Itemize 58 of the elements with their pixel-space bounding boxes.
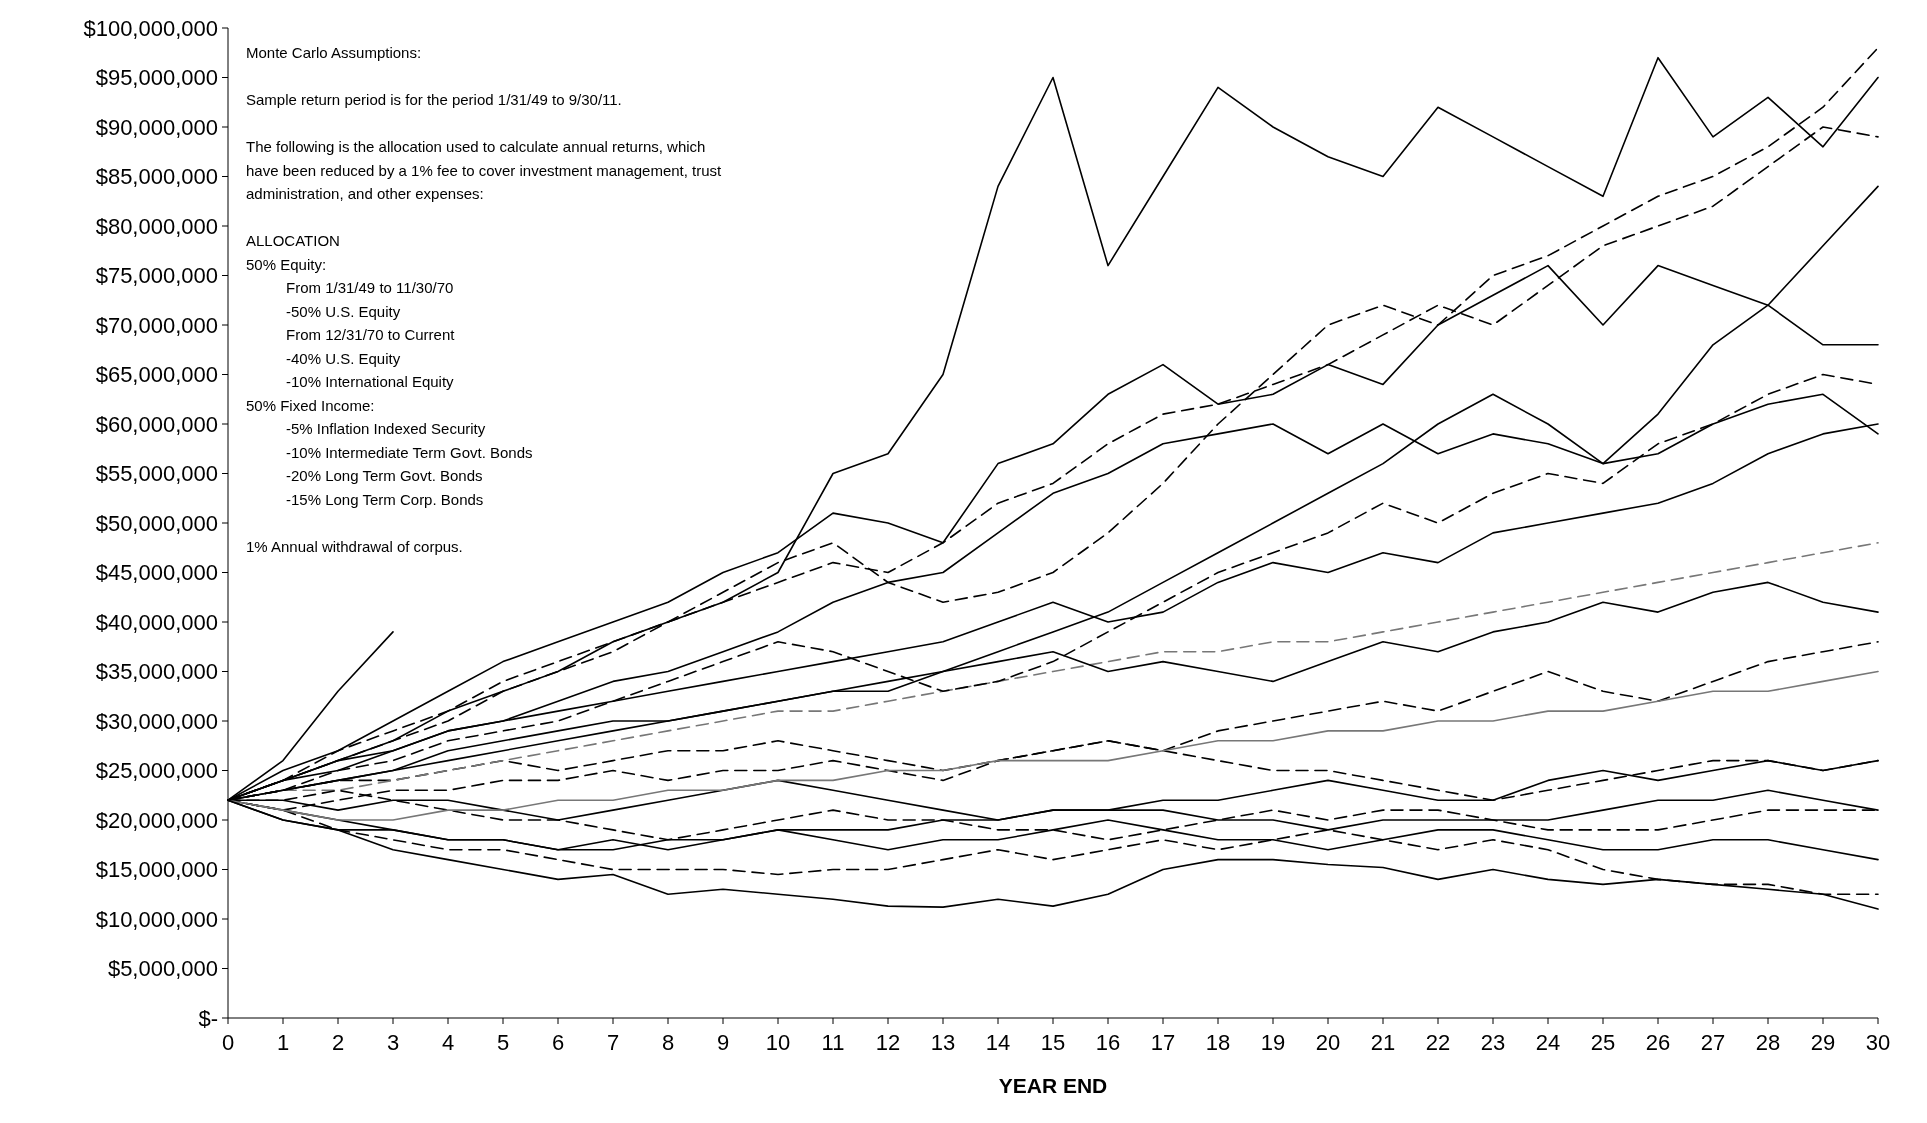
y-tick-label: $20,000,000 [95, 807, 218, 833]
y-tick-label: $80,000,000 [95, 213, 218, 239]
y-tick-label: $15,000,000 [95, 857, 218, 883]
y-tick-label: $60,000,000 [95, 411, 218, 437]
x-tick-label: 9 [716, 1030, 730, 1055]
x-tick-label: 18 [1205, 1030, 1231, 1055]
x-tick-label: 1 [276, 1030, 290, 1055]
x-tick-label: 7 [606, 1030, 620, 1055]
x-tick-label: 20 [1315, 1030, 1341, 1055]
text: ALLOCATION 50% Equity: From 1/31/49 to 11/30/70 -50% U.S. Equity From 12/31/70 to Current -40% U.S. Equity -10% International Equity 50% Fixed Income: -5% Inflation Indexed Security -10% Intermediate Term Govt. Bonds -20% Long Term Govt. Bonds -15% Long Term Corp. Bonds [246, 232, 533, 508]
y-tick-label: $50,000,000 [95, 510, 218, 536]
x-tick-label: 22 [1425, 1030, 1451, 1055]
y-tick-label: $5,000,000 [107, 956, 218, 982]
x-tick-label: 3 [386, 1030, 400, 1055]
y-tick-label: $95,000,000 [95, 65, 218, 91]
x-tick-label: 25 [1590, 1030, 1616, 1055]
y-tick-label: $85,000,000 [95, 164, 218, 190]
x-tick-label: 6 [551, 1030, 565, 1055]
y-tick-label: $30,000,000 [95, 708, 218, 734]
x-tick-label: 16 [1095, 1030, 1121, 1055]
x-tick-label: 5 [496, 1030, 510, 1055]
x-tick-label: 30 [1865, 1030, 1891, 1055]
x-tick-label: 11 [821, 1030, 845, 1055]
y-tick-label: $45,000,000 [95, 560, 218, 586]
annotation: Monte Carlo Assumptions: [246, 44, 422, 61]
x-tick-label: 13 [930, 1030, 956, 1055]
x-tick-label: 12 [875, 1030, 901, 1055]
y-tick-label: $90,000,000 [95, 114, 218, 140]
x-tick-label: 26 [1645, 1030, 1671, 1055]
x-tick-label: 17 [1150, 1030, 1176, 1055]
x-tick-label: 23 [1480, 1030, 1506, 1055]
x-tick-label: 21 [1370, 1030, 1396, 1055]
y-tick-label: $40,000,000 [95, 609, 218, 635]
x-tick-label: 15 [1040, 1030, 1066, 1055]
x-axis-title: YEAR END [998, 1074, 1108, 1097]
x-tick-label: 8 [661, 1030, 675, 1055]
y-tick-label: $70,000,000 [95, 312, 218, 338]
x-tick-label: 10 [765, 1030, 791, 1055]
x-tick-label: 14 [985, 1030, 1011, 1055]
y-tick-label: $25,000,000 [95, 758, 218, 784]
y-tick-label: $55,000,000 [95, 461, 218, 487]
x-tick-label: 29 [1810, 1030, 1836, 1055]
x-tick-label: 27 [1700, 1030, 1726, 1055]
x-tick-label: 2 [331, 1030, 345, 1055]
y-tick-label: $100,000,000 [83, 15, 218, 41]
y-tick-label: $35,000,000 [95, 659, 218, 685]
y-tick-label: $75,000,000 [95, 263, 218, 289]
x-tick-label: 24 [1535, 1030, 1561, 1055]
y-tick-label: $65,000,000 [95, 362, 218, 388]
annotation: 1% Annual withdrawal of corpus. [246, 537, 463, 555]
annotation: Sample return period is for the period 1/31/49 to 9/30/11. [246, 91, 622, 108]
y-tick-label: $- [198, 1005, 218, 1031]
annotation: The following is the allocation used to calculate annual returns, which have been reduced by a 1% fee to cover investment management, trust administration, and other expenses: [246, 138, 723, 202]
y-tick-label: $10,000,000 [95, 906, 218, 932]
x-tick-label: 28 [1755, 1030, 1781, 1055]
x-tick-label: 4 [441, 1030, 455, 1055]
x-tick-label: 19 [1260, 1030, 1286, 1055]
x-tick-label: 0 [221, 1030, 235, 1055]
